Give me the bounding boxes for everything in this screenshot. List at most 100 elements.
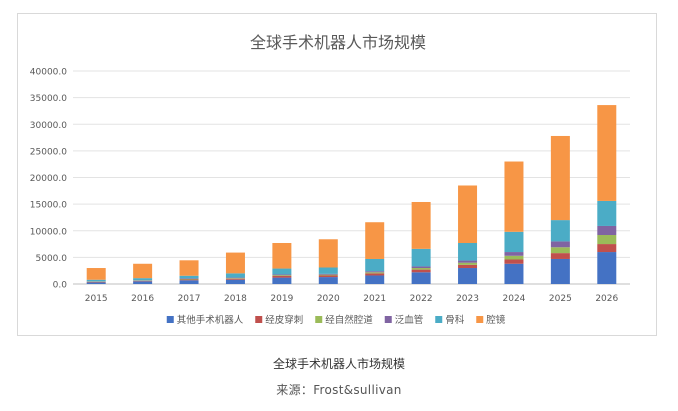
bar-segment	[365, 271, 385, 273]
legend-label: 泛血管	[395, 314, 424, 326]
bar-segment	[86, 282, 106, 284]
bar-segment	[597, 200, 617, 226]
chart-title: 全球手术机器人市场规模	[250, 33, 426, 52]
bar-segment	[179, 280, 199, 284]
y-axis-ticks: 0.0 5000.0 10000.0 15000.0 20000.0 25000.0 300…	[30, 68, 67, 291]
bar-segment	[318, 273, 338, 275]
bar-segment	[550, 220, 570, 242]
bar-segment	[318, 239, 338, 268]
bar-segment	[411, 248, 431, 267]
x-tick-label: 2020	[317, 294, 340, 304]
bar-segment	[365, 272, 385, 274]
x-tick-label: 2018	[224, 294, 247, 304]
bar-segment	[86, 268, 106, 280]
legend-label: 骨科	[445, 314, 465, 326]
y-tick-label: 0.0	[53, 281, 68, 291]
x-tick-label: 2025	[549, 294, 572, 304]
legend-swatch	[476, 316, 484, 323]
bar-segment	[272, 275, 292, 277]
chart-frame: 全球手术机器人市场规模 0.0 5000.0 10000.0 15000.0 20000…	[17, 13, 657, 336]
bar-segment	[504, 161, 524, 232]
x-tick-label: 2017	[178, 294, 201, 304]
bar-segment	[225, 277, 245, 279]
figure-caption: 全球手术机器人市场规模	[272, 357, 405, 371]
legend-label: 其他手术机器人	[177, 314, 244, 326]
bar-segment	[504, 231, 524, 253]
y-tick-label: 25000.0	[30, 147, 67, 157]
legend-swatch	[255, 316, 263, 323]
bar-segment	[597, 235, 617, 245]
bar-segment	[504, 259, 524, 264]
bar-segment	[225, 278, 245, 279]
stacked-bar-chart: 全球手术机器人市场规模 0.0 5000.0 10000.0 15000.0 20000…	[30, 33, 630, 326]
bar-segment	[411, 266, 431, 269]
source-caption: 来源：Frost&sullivan	[276, 383, 402, 397]
bar-segment	[458, 262, 478, 265]
bar-segment	[225, 273, 245, 278]
bar-segment	[365, 273, 385, 276]
bar-segment	[318, 275, 338, 278]
bar-segment	[225, 279, 245, 284]
bar-segment	[504, 255, 524, 260]
y-tick-label: 10000.0	[30, 227, 67, 237]
y-tick-label: 15000.0	[30, 201, 67, 211]
bar-segment	[458, 268, 478, 284]
x-tick-label: 2022	[410, 294, 433, 304]
bar-segment	[365, 222, 385, 259]
legend: 其他手术机器人 经皮穿刺 经自然腔道 泛血管 骨科 腔镜	[166, 314, 506, 326]
y-tick-label: 30000.0	[30, 121, 67, 131]
bar-segment	[86, 281, 106, 283]
bar-segment	[550, 247, 570, 254]
bar-segment	[179, 260, 199, 276]
bar-segment	[133, 263, 153, 279]
legend-swatch	[384, 316, 392, 323]
bar-segment	[597, 252, 617, 284]
x-axis-ticks: 2015 2016 2017 2018 2019 2020 2021 2022 2023 2024…	[85, 294, 619, 304]
bar-segment	[550, 135, 570, 221]
bar-segment	[318, 267, 338, 274]
bars	[86, 105, 617, 284]
bar-segment	[225, 278, 245, 280]
bar-segment	[597, 244, 617, 253]
bar-segment	[411, 201, 431, 249]
legend-swatch	[315, 316, 323, 323]
y-tick-label: 35000.0	[30, 94, 67, 104]
x-tick-label: 2015	[85, 294, 108, 304]
legend-swatch	[435, 316, 443, 323]
bar-segment	[272, 274, 292, 276]
bar-segment	[133, 278, 153, 281]
legend-label: 经自然腔道	[325, 314, 373, 326]
bar-segment	[86, 279, 106, 282]
legend-swatch	[166, 316, 174, 323]
x-tick-label: 2024	[503, 294, 526, 304]
gridlines	[73, 70, 630, 285]
bar-segment	[133, 280, 153, 282]
bar-segment	[550, 241, 570, 248]
x-tick-label: 2016	[131, 294, 154, 304]
bar-segment	[318, 274, 338, 276]
bar-segment	[550, 253, 570, 259]
legend-label: 经皮穿刺	[265, 314, 303, 326]
bar-segment	[179, 275, 199, 279]
bar-segment	[225, 252, 245, 274]
x-tick-label: 2026	[595, 294, 618, 304]
bar-segment	[272, 277, 292, 284]
bar-segment	[179, 278, 199, 280]
bar-segment	[272, 242, 292, 269]
bar-segment	[411, 268, 431, 270]
x-tick-label: 2021	[363, 294, 386, 304]
bar-segment	[179, 278, 199, 279]
bar-segment	[133, 281, 153, 284]
bar-segment	[318, 277, 338, 284]
bar-segment	[458, 260, 478, 263]
bar-segment	[504, 252, 524, 256]
bar-segment	[504, 263, 524, 284]
bar-segment	[365, 275, 385, 284]
y-tick-label: 5000.0	[36, 254, 68, 264]
bar-segment	[597, 225, 617, 236]
bar-segment	[272, 276, 292, 278]
x-tick-label: 2023	[456, 294, 479, 304]
legend-label: 腔镜	[486, 314, 506, 326]
y-tick-label: 20000.0	[30, 174, 67, 184]
bar-segment	[272, 268, 292, 275]
